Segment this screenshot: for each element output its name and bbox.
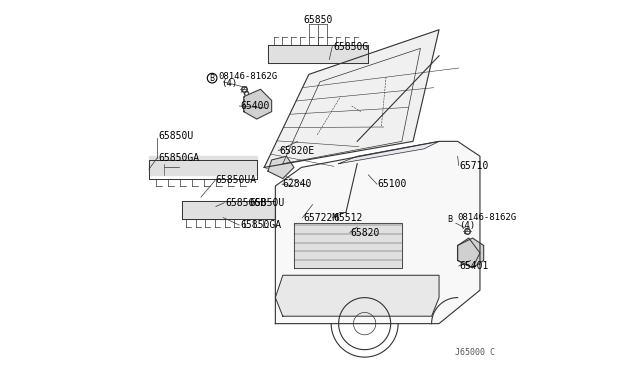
Polygon shape bbox=[268, 45, 369, 63]
Text: 65710: 65710 bbox=[460, 161, 489, 170]
Polygon shape bbox=[247, 156, 257, 175]
Text: 65850U: 65850U bbox=[158, 131, 193, 141]
Polygon shape bbox=[159, 156, 168, 175]
Text: 65850G: 65850G bbox=[333, 42, 368, 51]
Text: 65850GA: 65850GA bbox=[240, 220, 281, 230]
Text: J65000 C: J65000 C bbox=[455, 348, 495, 357]
Polygon shape bbox=[218, 156, 227, 175]
Polygon shape bbox=[208, 156, 218, 175]
Polygon shape bbox=[268, 156, 294, 179]
Polygon shape bbox=[237, 156, 247, 175]
Text: (4): (4) bbox=[460, 221, 476, 230]
Text: 65850GB: 65850GB bbox=[225, 198, 266, 208]
Text: 65820: 65820 bbox=[351, 228, 380, 237]
Polygon shape bbox=[227, 156, 237, 175]
Polygon shape bbox=[264, 30, 439, 167]
Text: 65722M: 65722M bbox=[303, 213, 339, 222]
Polygon shape bbox=[182, 201, 275, 219]
Polygon shape bbox=[294, 223, 402, 268]
Polygon shape bbox=[198, 156, 208, 175]
Text: B: B bbox=[209, 74, 214, 83]
Text: (4): (4) bbox=[221, 79, 237, 88]
Text: 08146-8162G: 08146-8162G bbox=[457, 213, 516, 222]
Text: 65850: 65850 bbox=[303, 16, 333, 25]
Polygon shape bbox=[458, 238, 484, 268]
Text: 08146-8162G: 08146-8162G bbox=[219, 72, 278, 81]
Text: 62840: 62840 bbox=[283, 179, 312, 189]
Polygon shape bbox=[149, 156, 159, 175]
Polygon shape bbox=[244, 89, 271, 119]
Polygon shape bbox=[188, 156, 198, 175]
Polygon shape bbox=[339, 141, 439, 164]
Polygon shape bbox=[458, 238, 480, 268]
Circle shape bbox=[344, 214, 348, 217]
Text: 65512: 65512 bbox=[333, 213, 362, 222]
Circle shape bbox=[311, 188, 314, 191]
Text: 65100: 65100 bbox=[378, 179, 407, 189]
Text: B: B bbox=[447, 215, 452, 224]
Polygon shape bbox=[179, 156, 188, 175]
Polygon shape bbox=[275, 141, 480, 324]
Text: 65400: 65400 bbox=[240, 101, 269, 111]
Text: 65850U: 65850U bbox=[250, 198, 285, 208]
Text: 65401: 65401 bbox=[460, 261, 489, 271]
Polygon shape bbox=[168, 156, 179, 175]
Polygon shape bbox=[275, 275, 439, 316]
Text: 65850UA: 65850UA bbox=[216, 176, 257, 185]
Circle shape bbox=[367, 214, 370, 217]
Text: 65850GA: 65850GA bbox=[158, 153, 199, 163]
Text: 65820E: 65820E bbox=[279, 146, 314, 155]
